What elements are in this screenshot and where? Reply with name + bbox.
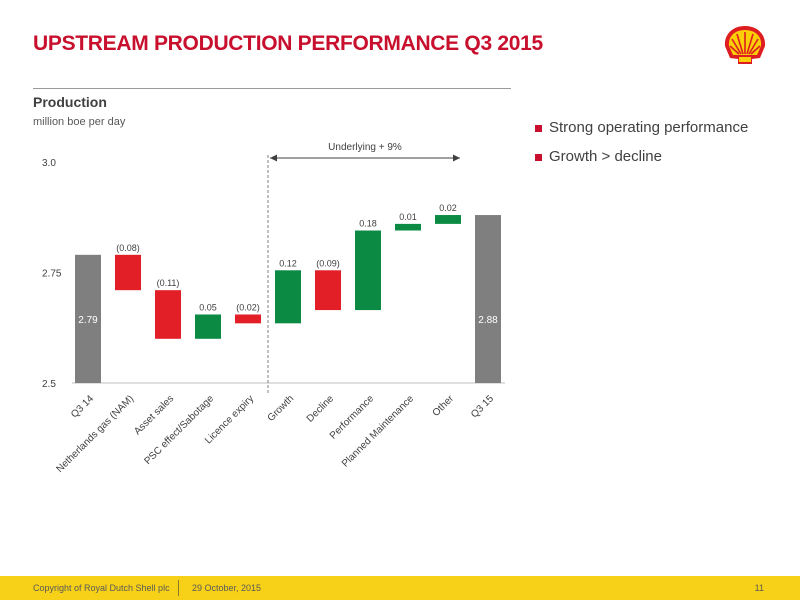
footer-date: 29 October, 2015 [192,583,262,593]
title-divider [33,88,511,89]
x-tick-label: Other [431,393,457,419]
footer-bar: Copyright of Royal Dutch Shell plc 29 Oc… [0,576,800,600]
annotation-arrow-left-icon [270,154,277,162]
x-tick-label: Planned Maintenance [340,393,416,469]
x-tick-label: Netherlands gas (NAM) [54,393,136,475]
bullet-square-icon [535,154,542,161]
data-label: 2.79 [78,315,98,326]
x-tick-label: Asset sales [132,393,176,437]
data-label: 0.18 [359,219,377,229]
bullet-item: Growth > decline [535,148,748,165]
annotation-arrow-right-icon [453,154,460,162]
x-tick-label: Decline [305,393,337,425]
x-tick-label: Q3 14 [69,393,96,420]
data-label: 0.02 [439,203,457,213]
data-label: (0.08) [116,243,140,253]
waterfall-bar [395,223,421,231]
annotation-label: Underlying + 9% [328,142,402,153]
chart-section-title: Production [33,94,107,110]
bullet-text: Strong operating performance [549,119,749,136]
waterfall-bar [155,290,181,339]
data-label: (0.09) [316,258,340,268]
key-points-list: Strong operating performance Growth > de… [535,119,748,177]
data-label: 0.01 [399,212,417,222]
footer-divider [178,580,179,596]
waterfall-bar [235,314,261,324]
data-label: 2.88 [478,315,498,326]
waterfall-chart: 2.5 2.75 3.0 Underlying + 9% 2.79 Q3 14 (0.08)… [42,142,505,475]
page-title: UPSTREAM PRODUCTION PERFORMANCE Q3 2015 [33,32,543,55]
bullet-item: Strong operating performance [535,119,748,136]
data-label: 0.12 [279,258,297,268]
footer-copyright: Copyright of Royal Dutch Shell plc [33,583,170,593]
bullet-square-icon [535,125,542,132]
y-tick-label: 2.75 [42,269,62,280]
waterfall-bar [435,215,461,224]
x-tick-label: PSC effect/Sabotage [142,393,216,467]
y-tick-label: 2.5 [42,379,56,390]
data-label: 0.05 [199,302,217,312]
chart-unit-label: million boe per day [33,116,126,128]
footer-page-number: 11 [754,583,764,593]
waterfall-bar [75,254,101,383]
shell-logo-icon [724,26,766,64]
waterfall-bar [195,314,221,339]
waterfall-bar [115,254,141,291]
x-tick-label: Growth [266,393,297,424]
x-tick-label: Q3 15 [469,393,496,420]
waterfall-bar [275,270,301,324]
waterfall-bar [315,270,341,311]
bullet-text: Growth > decline [549,148,662,165]
data-label: (0.02) [236,302,260,312]
waterfall-bar [475,215,501,383]
y-tick-label: 3.0 [42,158,56,169]
data-label: (0.11) [157,278,180,288]
waterfall-bar [355,230,381,311]
